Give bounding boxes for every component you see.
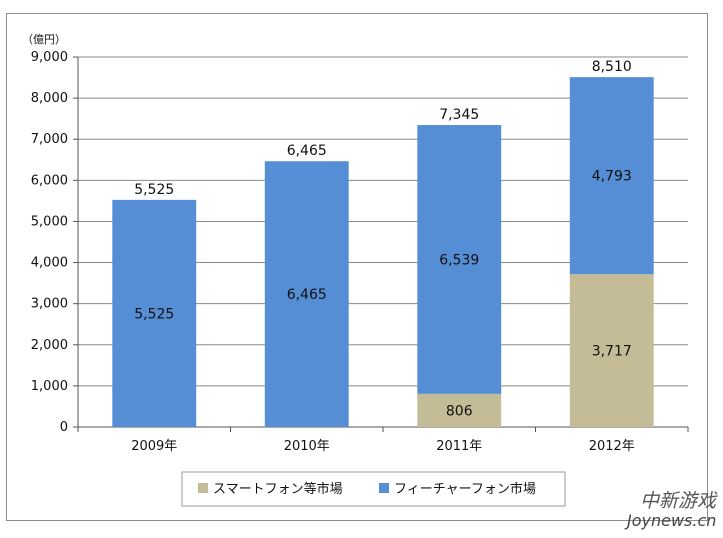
x-tick-label: 2011年: [436, 439, 482, 454]
bar-value-label: 806: [446, 403, 473, 419]
bar-value-label: 3,717: [592, 344, 632, 360]
y-tick-label: 8,000: [31, 91, 68, 106]
data-labels: 5,525 5,525 6,465 6,465 806 6,539 7,345 3,717 4,…: [134, 59, 632, 419]
bar-featurephone: [112, 199, 197, 427]
bar-total-label: 7,345: [439, 107, 479, 123]
bar-total-label: 5,525: [134, 182, 174, 198]
bar-value-label: 5,525: [134, 306, 174, 322]
y-tick-label: 7,000: [31, 132, 68, 147]
watermark: 中新游戏 Joynews.cn: [624, 490, 718, 530]
bar-featurephone: [264, 161, 349, 427]
bar-smartphone: [569, 274, 654, 427]
legend-swatch-smartphone: [198, 483, 208, 493]
y-tick-label: 4,000: [31, 256, 68, 271]
watermark-site-text: Joynews.cn: [624, 511, 716, 530]
x-tick-label: 2012年: [589, 439, 635, 454]
bars: [112, 77, 654, 427]
legend-label-smartphone: スマートフォン等市場: [213, 481, 343, 497]
bar-value-label: 6,539: [439, 252, 479, 268]
y-tick-label: 5,000: [31, 214, 68, 229]
bar-featurephone: [569, 77, 654, 275]
y-tick-label: 9,000: [31, 50, 68, 65]
y-tick-label: 6,000: [31, 173, 68, 188]
bar-total-label: 6,465: [287, 143, 327, 159]
bar-smartphone: [417, 393, 502, 427]
bar-value-label: 6,465: [287, 287, 327, 303]
legend-box: [181, 471, 566, 507]
legend: スマートフォン等市場 フィーチャーフォン市場: [181, 471, 566, 507]
y-tick-label: 1,000: [31, 379, 68, 394]
axes: 0 1,000 2,000 3,000 4,000 5,000 6,000 7,000 8,00…: [31, 50, 689, 454]
bar-total-label: 8,510: [592, 59, 632, 75]
y-axis-unit-label: （億円）: [22, 33, 66, 46]
y-tick-label: 2,000: [31, 338, 68, 353]
legend-label-featurephone: フィーチャーフォン市場: [394, 481, 536, 497]
y-tick-label: 0: [60, 420, 68, 435]
y-tick-label: 3,000: [31, 297, 68, 312]
x-tick-label: 2010年: [284, 439, 330, 454]
bar-value-label: 4,793: [592, 169, 632, 185]
bar-featurephone: [417, 125, 502, 394]
legend-swatch-featurephone: [379, 483, 389, 493]
watermark-chinese-text: 中新游戏: [640, 490, 718, 512]
x-tick-label: 2009年: [131, 439, 177, 454]
